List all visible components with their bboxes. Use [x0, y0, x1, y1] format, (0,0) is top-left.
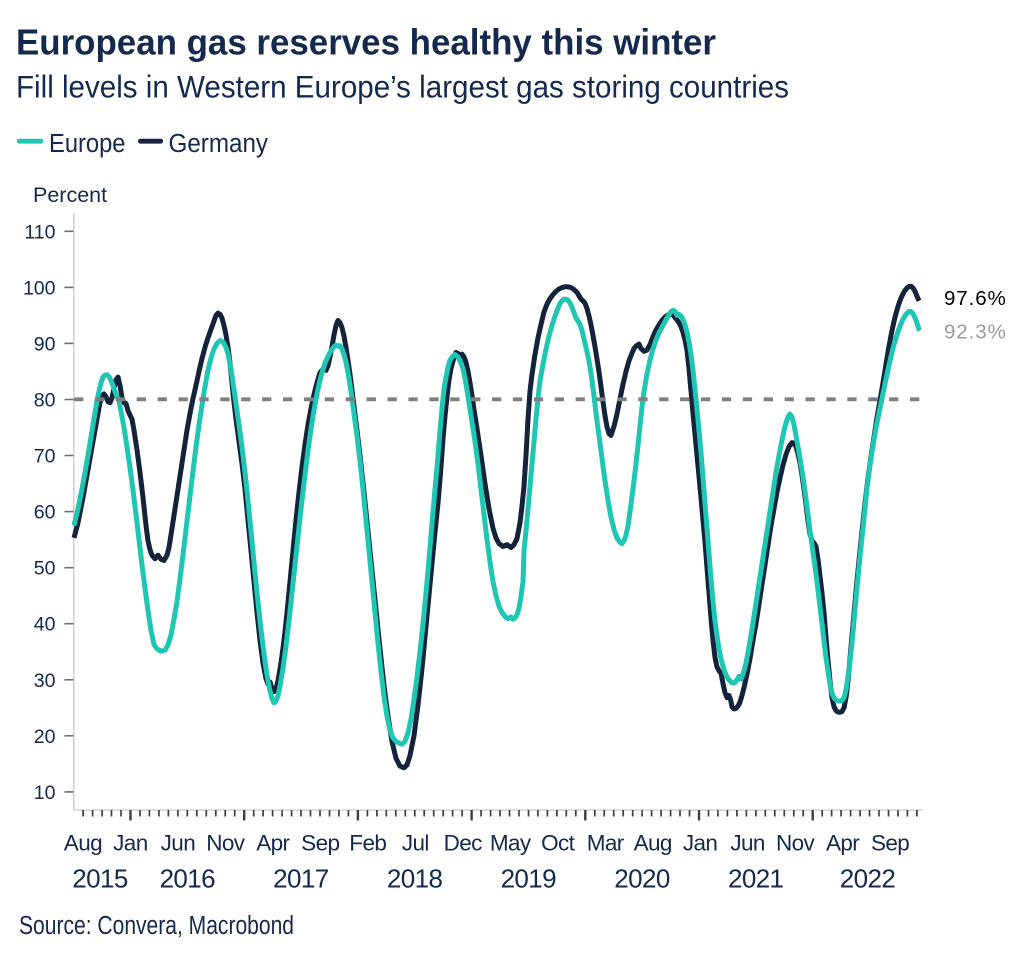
- svg-text:Jan: Jan: [683, 831, 718, 856]
- svg-text:Aug: Aug: [64, 831, 102, 856]
- svg-text:90: 90: [34, 333, 56, 355]
- svg-text:Dec: Dec: [444, 831, 483, 856]
- svg-text:Feb: Feb: [349, 831, 386, 856]
- svg-text:Nov: Nov: [776, 831, 816, 856]
- svg-text:2015: 2015: [72, 864, 128, 894]
- svg-text:2018: 2018: [387, 864, 443, 894]
- svg-text:2022: 2022: [840, 864, 896, 894]
- svg-text:2017: 2017: [273, 864, 329, 894]
- svg-text:Jul: Jul: [402, 831, 429, 856]
- svg-text:2019: 2019: [501, 864, 557, 894]
- svg-text:Jan: Jan: [113, 831, 148, 856]
- svg-text:2020: 2020: [614, 864, 670, 894]
- svg-text:Percent: Percent: [33, 183, 107, 207]
- svg-text:Apr: Apr: [256, 831, 290, 856]
- svg-text:May: May: [490, 831, 532, 856]
- svg-text:Germany: Germany: [169, 130, 269, 158]
- svg-text:Sep: Sep: [871, 831, 909, 856]
- svg-text:60: 60: [34, 502, 56, 524]
- svg-text:Jun: Jun: [161, 831, 196, 856]
- svg-text:Jun: Jun: [730, 831, 765, 856]
- svg-text:2021: 2021: [728, 864, 784, 894]
- svg-text:Fill levels in Western Europe’: Fill levels in Western Europe’s largest …: [16, 69, 789, 105]
- svg-text:110: 110: [24, 221, 55, 243]
- svg-text:92.3%: 92.3%: [944, 321, 1007, 344]
- svg-text:2016: 2016: [160, 864, 216, 894]
- svg-text:Apr: Apr: [826, 831, 860, 856]
- svg-text:Nov: Nov: [206, 831, 246, 856]
- svg-text:20: 20: [34, 726, 56, 748]
- svg-text:97.6%: 97.6%: [944, 287, 1007, 310]
- svg-text:Mar: Mar: [587, 831, 625, 856]
- svg-text:10: 10: [34, 782, 56, 804]
- svg-text:30: 30: [34, 670, 56, 692]
- svg-text:50: 50: [34, 558, 56, 580]
- svg-text:Source: Convera, Macrobond: Source: Convera, Macrobond: [19, 912, 294, 940]
- svg-text:Sep: Sep: [301, 831, 339, 856]
- svg-text:Oct: Oct: [541, 831, 576, 856]
- svg-text:40: 40: [34, 614, 56, 636]
- svg-text:70: 70: [34, 446, 56, 468]
- svg-text:European gas reserves healthy: European gas reserves healthy this winte…: [16, 22, 716, 63]
- svg-text:100: 100: [23, 277, 56, 299]
- svg-text:Aug: Aug: [634, 831, 672, 856]
- svg-text:80: 80: [34, 390, 56, 412]
- svg-text:Europe: Europe: [49, 130, 126, 158]
